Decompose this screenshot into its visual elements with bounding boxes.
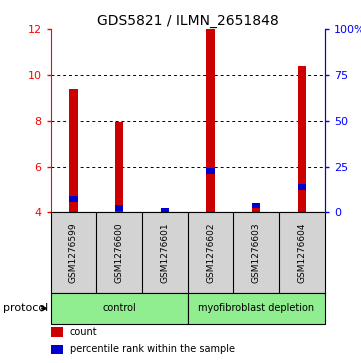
Text: GSM1276602: GSM1276602: [206, 222, 215, 283]
Bar: [206, 29, 215, 212]
Bar: [188, 293, 325, 324]
Text: GSM1276600: GSM1276600: [115, 222, 123, 283]
Bar: [69, 196, 78, 201]
Text: GSM1276601: GSM1276601: [160, 222, 169, 283]
Bar: [161, 211, 169, 212]
Text: control: control: [102, 303, 136, 314]
Bar: [252, 204, 260, 212]
Bar: [115, 122, 123, 212]
Bar: [51, 293, 188, 324]
Bar: [252, 203, 260, 208]
Text: GSM1276604: GSM1276604: [297, 222, 306, 283]
Bar: [115, 205, 123, 211]
Text: protocol: protocol: [3, 303, 48, 314]
Text: GSM1276603: GSM1276603: [252, 222, 261, 283]
Bar: [206, 168, 215, 174]
Bar: [298, 184, 306, 190]
Bar: [161, 208, 169, 214]
Bar: [51, 327, 63, 337]
Title: GDS5821 / ILMN_2651848: GDS5821 / ILMN_2651848: [97, 14, 279, 28]
Text: percentile rank within the sample: percentile rank within the sample: [70, 344, 235, 354]
Text: myofibroblast depletion: myofibroblast depletion: [198, 303, 314, 314]
Text: GSM1276599: GSM1276599: [69, 222, 78, 283]
Text: count: count: [70, 327, 97, 337]
Bar: [298, 66, 306, 212]
Bar: [69, 89, 78, 212]
Bar: [51, 345, 63, 354]
